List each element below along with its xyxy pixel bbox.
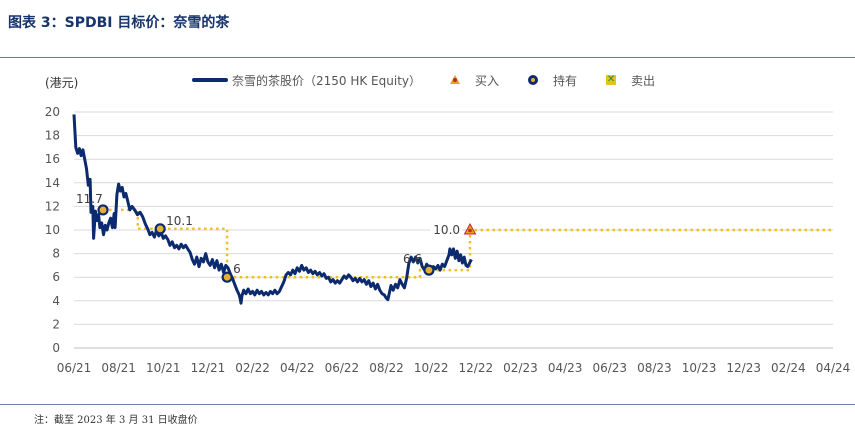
legend-price-label: 奈雪的茶股价（2150 HK Equity） — [232, 73, 422, 88]
hold-marker-label: 6 — [233, 262, 241, 276]
y-tick-label: 0 — [52, 341, 60, 355]
top-divider — [0, 57, 855, 58]
y-tick-label: 14 — [45, 176, 60, 190]
hold-marker — [154, 223, 166, 235]
legend-buy: 买入 — [449, 72, 499, 89]
hold-marker-label: 10.1 — [166, 214, 193, 228]
y-tick-label: 6 — [52, 270, 60, 284]
price-series-line — [72, 114, 473, 305]
y-tick-label: 20 — [45, 105, 60, 119]
x-tick-label: 02/24 — [771, 361, 806, 375]
x-tick-label: 02/23 — [503, 361, 538, 375]
x-tick-label: 04/22 — [280, 361, 315, 375]
bottom-divider — [0, 404, 855, 405]
y-tick-label: 16 — [45, 152, 60, 166]
buy-triangle-icon — [449, 74, 461, 86]
x-tick-label: 06/23 — [592, 361, 627, 375]
sell-cross-icon: ✕ — [606, 74, 617, 85]
hold-marker — [423, 264, 435, 276]
figure-title: 图表 3：SPDBI 目标价：奈雪的茶 — [8, 15, 230, 31]
legend-buy-label: 买入 — [475, 73, 500, 88]
target-price-line — [103, 208, 833, 279]
x-tick-label: 02/22 — [235, 361, 270, 375]
hold-dot-icon — [527, 74, 539, 86]
buy-label-bg — [430, 221, 463, 238]
x-tick-label: 12/23 — [726, 361, 761, 375]
x-tick-label: 10/23 — [682, 361, 717, 375]
x-tick-label: 08/21 — [101, 361, 136, 375]
hold-marker — [221, 271, 233, 283]
x-tick-label: 06/22 — [325, 361, 360, 375]
buy-marker-dot — [468, 228, 472, 233]
legend-hold-label: 持有 — [553, 73, 578, 88]
x-tick-label: 12/22 — [459, 361, 494, 375]
x-tick-label: 04/23 — [548, 361, 583, 375]
y-tick-label: 2 — [52, 317, 60, 331]
y-tick-label: 4 — [52, 294, 60, 308]
y-axis-unit: (港元) — [45, 76, 79, 90]
x-tick-label: 06/21 — [57, 361, 92, 375]
legend-sell: ✕ 卖出 — [605, 72, 655, 89]
x-tick-label: 10/22 — [414, 361, 449, 375]
y-tick-label: 10 — [45, 223, 60, 237]
x-tick-label: 12/21 — [191, 361, 226, 375]
hold-marker-label: 6.6 — [403, 252, 422, 266]
legend-hold: 持有 — [527, 72, 577, 89]
x-tick-label: 08/23 — [637, 361, 672, 375]
chart-legend: 奈雪的茶股价（2150 HK Equity） 买入 持有 ✕ 卖出 — [192, 71, 683, 89]
x-tick-label: 04/24 — [816, 361, 851, 375]
buy-marker-label: 10.0 — [433, 223, 460, 237]
x-tick-label: 10/21 — [146, 361, 181, 375]
hold-marker — [97, 204, 109, 216]
footnote: 注：截至 2023 年 3 月 31 日收盘价 — [34, 415, 198, 426]
hold-marker-label: 11.7 — [76, 192, 103, 206]
y-tick-label: 12 — [45, 199, 60, 213]
legend-sell-label: 卖出 — [631, 73, 656, 88]
x-tick-label: 08/22 — [369, 361, 404, 375]
legend-price-line-icon — [192, 78, 228, 82]
price-chart: 0 2 4 6 8 10 12 14 16 18 20 06/21 08/21 10/21 12/21 02/… — [45, 105, 851, 375]
legend-price: 奈雪的茶股价（2150 HK Equity） — [192, 72, 421, 89]
y-tick-label: 8 — [52, 247, 60, 261]
y-tick-label: 18 — [45, 129, 60, 143]
